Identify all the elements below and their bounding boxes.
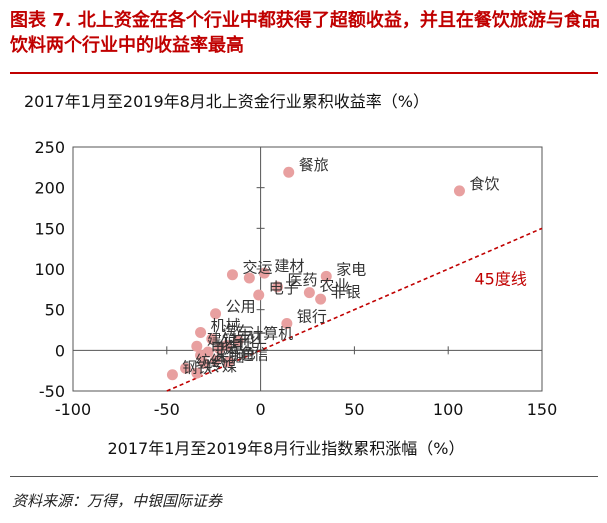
- data-point: [195, 326, 207, 338]
- point-label: 通信: [239, 346, 269, 364]
- data-point: [453, 185, 465, 197]
- chart-container: 2017年1月至2019年8月北上资金行业累积收益率（%） -100 -50 0 50…: [10, 80, 598, 472]
- scatter-chart: 2017年1月至2019年8月北上资金行业累积收益率（%） -100 -50 0 50…: [24, 92, 557, 458]
- point-label: 电气: [211, 339, 241, 357]
- data-point: [180, 362, 192, 374]
- point-label: 交运: [242, 259, 272, 277]
- point-label: 银行: [297, 307, 327, 325]
- data-point: [258, 267, 270, 279]
- point-label: 餐旅: [299, 156, 329, 174]
- x-axis-label: 2017年1月至2019年8月行业指数累积涨幅（%）: [107, 439, 464, 458]
- data-point: [191, 340, 203, 352]
- data-point: [198, 357, 210, 369]
- point-label: 家电: [336, 260, 366, 278]
- title-rule: [10, 72, 598, 74]
- x-tick-label: 100: [433, 400, 464, 419]
- point-label: 传媒: [207, 357, 237, 375]
- data-point: [166, 369, 178, 381]
- point-label: 采掘: [214, 347, 244, 365]
- forty-five-degree-line: [166, 227, 543, 392]
- x-tick-label: -100: [55, 400, 91, 419]
- point-label: 机械: [211, 316, 241, 334]
- data-point: [253, 289, 265, 301]
- point-label: 建材: [274, 257, 304, 275]
- point-label: 有色: [226, 344, 256, 362]
- point-label: 非银: [331, 283, 361, 301]
- data-point: [226, 269, 238, 281]
- point-label: 军工: [237, 329, 267, 347]
- point-label: 计算机: [248, 325, 293, 343]
- x-tick-label: 50: [344, 400, 364, 419]
- x-tick-label: 150: [527, 400, 558, 419]
- figure-title: 图表 7. 北上资金在各个行业中都获得了超额收益，并且在餐饮旅游与食品饮料两个行…: [10, 10, 600, 56]
- x-tick-label: -50: [154, 400, 180, 419]
- point-label: 钢铁: [182, 359, 212, 377]
- y-tick-label: 200: [34, 179, 65, 198]
- footer-rule: [10, 476, 598, 477]
- reference-line: 45度线: [166, 227, 543, 392]
- point-label: 化工: [218, 336, 248, 354]
- point-label: 公用: [226, 298, 256, 316]
- data-point: [191, 367, 203, 379]
- y-tick-label: 100: [34, 260, 65, 279]
- point-label: 石化: [229, 333, 259, 351]
- chart-title: 2017年1月至2019年8月北上资金行业累积收益率（%）: [24, 92, 429, 111]
- y-tick-label: -50: [39, 382, 65, 401]
- plot-frame: [72, 146, 543, 392]
- x-tick-label: 0: [256, 400, 266, 419]
- point-label: 电子: [269, 279, 299, 297]
- data-point: [320, 270, 332, 282]
- source-note: 资料来源：万得，中银国际证券: [12, 492, 223, 510]
- data-point: [223, 356, 235, 368]
- y-tick-label: 50: [45, 301, 65, 320]
- point-label: 农业: [319, 277, 349, 295]
- y-tick-label: 250: [34, 138, 65, 157]
- y-tick-label: 0: [55, 341, 65, 360]
- data-point: [243, 272, 255, 284]
- point-label: 建筑: [207, 330, 237, 348]
- data-point: [232, 335, 244, 347]
- point-label: 纺织: [196, 352, 226, 370]
- data-point: [213, 343, 225, 355]
- point-label: 食饮: [469, 175, 499, 193]
- point-label: 医药: [287, 271, 317, 289]
- data-points: [166, 166, 465, 381]
- data-point: [315, 293, 327, 305]
- data-point: [210, 308, 222, 320]
- data-point: [283, 166, 295, 178]
- data-point: [281, 317, 293, 329]
- y-tick-label: 150: [34, 219, 65, 238]
- data-point: [210, 354, 222, 366]
- data-point: [303, 287, 315, 299]
- reference-line-label: 45度线: [474, 269, 526, 288]
- data-point: [206, 333, 218, 345]
- data-point: [271, 281, 283, 293]
- point-label: 汽车: [222, 323, 252, 341]
